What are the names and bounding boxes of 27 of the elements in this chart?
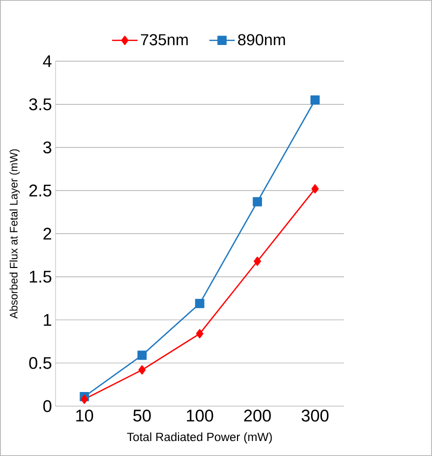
y-tick-label: 0.5 (29, 357, 52, 369)
y-tick-label: 2 (43, 228, 52, 240)
point (252, 197, 262, 206)
y-axis-title: Absorbed Flux at Fetal Layer (mW) (10, 149, 20, 319)
point (138, 365, 146, 375)
y-tick-label: 2.5 (29, 184, 52, 197)
point (195, 298, 204, 308)
x-axis-title: Total Radiated Power (mW) (127, 432, 272, 444)
x-tick-label: 200 (244, 410, 271, 422)
point (196, 329, 204, 338)
y-tick-label: 1 (44, 314, 52, 326)
x-tick-label: 50 (133, 410, 151, 422)
x-tick-label: 100 (186, 410, 214, 422)
y-tick-label: 3.5 (29, 98, 52, 110)
point (254, 256, 262, 266)
legend-label: 735nm (141, 34, 188, 46)
point (311, 184, 319, 194)
x-tick-label: 10 (76, 410, 94, 422)
y-tick-label: 4 (43, 55, 52, 68)
legend-label: 890nm (238, 34, 285, 46)
y-tick-label: 1.5 (30, 270, 52, 283)
y-tick-label: 3 (43, 141, 52, 154)
point (137, 350, 147, 360)
x-tick-label: 300 (302, 410, 329, 422)
point (310, 95, 320, 105)
point (80, 394, 88, 404)
y-tick-label: 0 (43, 400, 52, 412)
